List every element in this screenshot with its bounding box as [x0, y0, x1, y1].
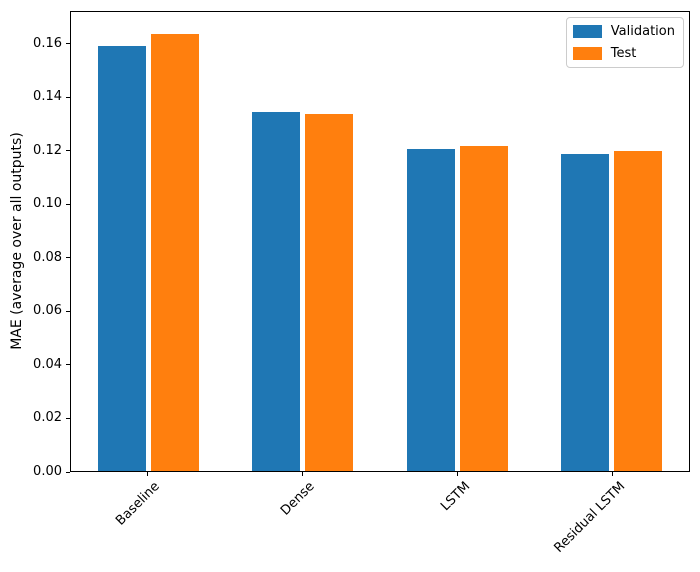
legend-label-validation: Validation	[610, 24, 675, 39]
legend-item-validation: Validation	[572, 24, 675, 39]
y-tick-label: 0.16	[33, 35, 62, 51]
y-tick-mark	[66, 471, 70, 473]
bar-test-residual-lstm	[614, 151, 663, 471]
y-tick-label: 0.10	[33, 196, 62, 212]
y-tick-mark	[66, 96, 70, 98]
y-tick-mark	[66, 310, 70, 312]
y-tick-label: 0.04	[33, 356, 62, 372]
legend-swatch-validation	[572, 25, 602, 38]
y-tick-mark	[66, 257, 70, 259]
y-tick-mark	[66, 203, 70, 205]
y-tick-label: 0.00	[33, 464, 62, 479]
legend-item-test: Test	[572, 46, 675, 61]
y-tick-mark	[66, 150, 70, 152]
legend-label-test: Test	[610, 46, 637, 61]
x-tick-label-lstm: LSTM	[437, 479, 474, 515]
bar-test-dense	[305, 113, 354, 471]
y-tick-label: 0.08	[33, 249, 62, 265]
x-tick-mark	[457, 472, 458, 476]
plot-area	[70, 11, 690, 472]
y-tick-mark	[66, 364, 70, 366]
bar-test-baseline	[150, 33, 199, 471]
x-tick-mark	[147, 472, 148, 476]
legend: Validation Test	[565, 17, 684, 68]
y-tick-label: 0.06	[33, 303, 62, 319]
y-tick-label: 0.12	[33, 142, 62, 158]
bar-test-lstm	[459, 145, 508, 471]
x-tick-label-residual-lstm: Residual LSTM	[551, 479, 629, 556]
x-tick-label-baseline: Baseline	[113, 479, 164, 529]
x-tick-mark	[612, 472, 613, 476]
legend-swatch-test	[572, 47, 602, 60]
bar-validation-baseline	[97, 45, 146, 471]
y-tick-label: 0.02	[33, 410, 62, 426]
x-tick-mark	[302, 472, 303, 476]
y-tick-label: 0.14	[33, 89, 62, 105]
bar-validation-dense	[252, 111, 301, 471]
y-tick-mark	[66, 43, 70, 45]
y-tick-mark	[66, 417, 70, 419]
x-tick-label-dense: Dense	[278, 479, 319, 519]
bar-validation-lstm	[406, 149, 455, 471]
bar-validation-residual-lstm	[561, 154, 610, 471]
